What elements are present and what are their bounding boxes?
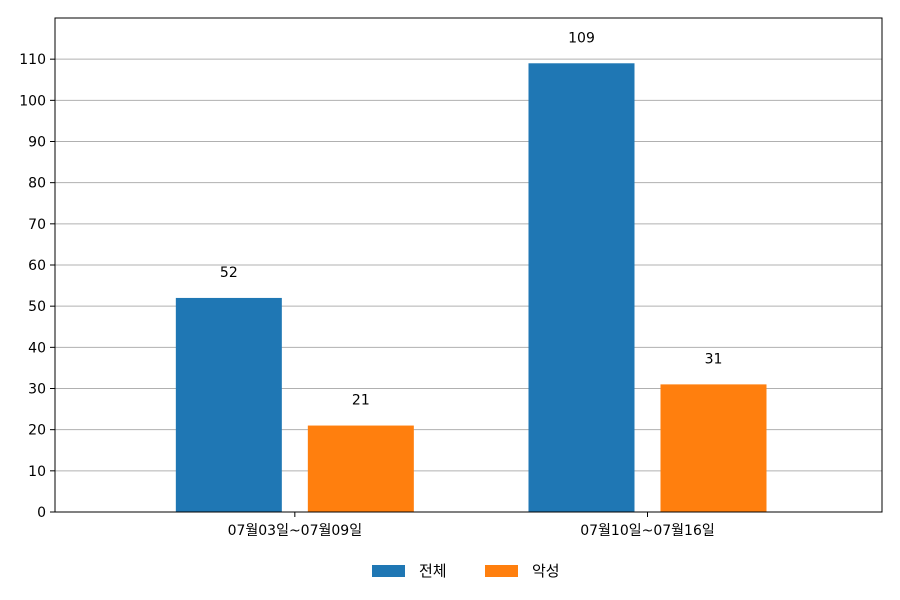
y-tick-label: 20 bbox=[28, 423, 46, 439]
data-label: 109 bbox=[568, 30, 595, 46]
x-tick-label: 07월03일~07월09일 bbox=[228, 523, 363, 539]
y-tick-label: 60 bbox=[28, 258, 46, 274]
x-axis: 07월03일~07월09일 07월10일~07월16일 bbox=[228, 512, 715, 539]
y-tick-label: 70 bbox=[28, 217, 46, 233]
y-tick-label: 0 bbox=[37, 505, 46, 521]
bars bbox=[175, 63, 767, 513]
legend-swatch bbox=[372, 565, 405, 577]
data-label: 31 bbox=[705, 351, 723, 367]
y-tick-label: 100 bbox=[19, 93, 46, 109]
legend-swatch bbox=[485, 565, 518, 577]
y-tick-label: 90 bbox=[28, 135, 46, 151]
bar bbox=[660, 384, 767, 512]
y-tick-label: 80 bbox=[28, 176, 46, 192]
x-tick-label: 07월10일~07월16일 bbox=[580, 523, 715, 539]
bar bbox=[175, 297, 282, 512]
data-label: 52 bbox=[220, 265, 238, 281]
y-axis: 0 10 20 30 40 50 60 70 80 90 100 110 bbox=[19, 52, 55, 521]
y-tick-label: 10 bbox=[28, 464, 46, 480]
y-tick-label: 40 bbox=[28, 340, 46, 356]
data-label: 21 bbox=[352, 393, 370, 409]
data-labels: 52 21 109 31 bbox=[220, 30, 722, 408]
y-tick-label: 50 bbox=[28, 299, 46, 315]
y-tick-label: 30 bbox=[28, 382, 46, 398]
bar bbox=[307, 425, 414, 512]
legend: 전체 악성 bbox=[372, 562, 560, 580]
y-tick-label: 110 bbox=[19, 52, 46, 68]
legend-label: 전체 bbox=[419, 562, 447, 580]
bar bbox=[528, 63, 635, 513]
legend-label: 악성 bbox=[532, 562, 560, 580]
